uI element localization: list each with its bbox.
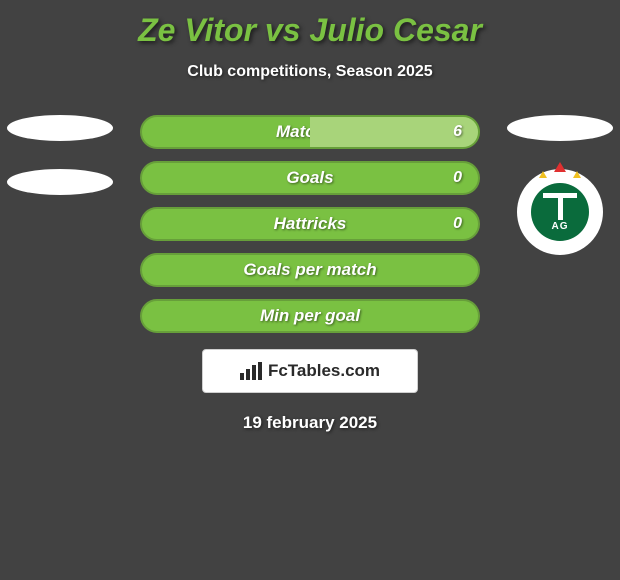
- player-badge-ellipse: [7, 169, 113, 195]
- fctables-label: FcTables.com: [268, 361, 380, 381]
- stat-rows: Matches 6 Goals 0 Hattricks 0 Goals per …: [140, 115, 480, 333]
- stat-label: Goals: [286, 168, 333, 188]
- fctables-badge[interactable]: FcTables.com: [202, 349, 418, 393]
- right-player-col: AG: [500, 115, 620, 255]
- comparison-content: AG Matches 6 Goals 0 Hattricks 0 Goals p…: [0, 115, 620, 433]
- club-crest-letters: AG: [552, 221, 569, 232]
- stat-row-matches: Matches 6: [140, 115, 480, 149]
- stat-label: Hattricks: [274, 214, 347, 234]
- page-title: Ze Vitor vs Julio Cesar: [0, 0, 620, 49]
- bar-chart-icon: [240, 362, 262, 380]
- stat-row-goals-per-match: Goals per match: [140, 253, 480, 287]
- stat-row-hattricks: Hattricks 0: [140, 207, 480, 241]
- player-badge-ellipse: [507, 115, 613, 141]
- footer-date: 19 february 2025: [0, 413, 620, 433]
- club-crest-icon: AG: [517, 169, 603, 255]
- left-player-col: [0, 115, 120, 223]
- stat-row-goals: Goals 0: [140, 161, 480, 195]
- stat-label: Min per goal: [260, 306, 360, 326]
- stat-label: Goals per match: [243, 260, 376, 280]
- stat-value-right: 0: [453, 169, 462, 187]
- stat-row-min-per-goal: Min per goal: [140, 299, 480, 333]
- player-badge-ellipse: [7, 115, 113, 141]
- stat-value-right: 0: [453, 215, 462, 233]
- stat-value-right: 6: [453, 123, 462, 141]
- subtitle: Club competitions, Season 2025: [0, 63, 620, 81]
